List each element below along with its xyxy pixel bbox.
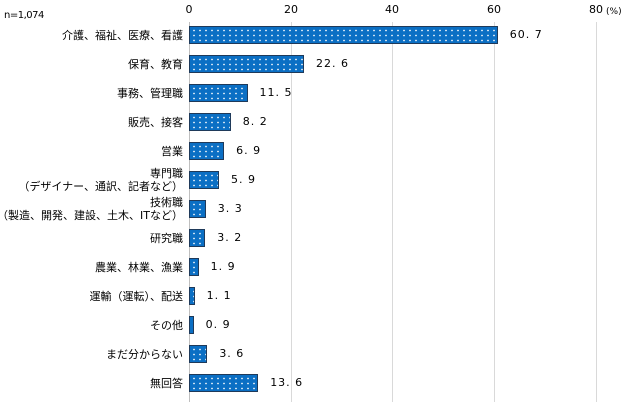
bar — [189, 287, 195, 305]
category-label-line: 農業、林業、漁業 — [95, 260, 183, 274]
value-label: 1. 9 — [210, 260, 236, 273]
bar — [189, 200, 206, 218]
category-label-line: 営業 — [161, 144, 183, 158]
value-label: 8. 2 — [242, 115, 268, 128]
category-label: 保育、教育 — [128, 58, 183, 71]
x-tick: 60 — [487, 3, 501, 16]
category-label: 介護、福祉、医療、看護 — [62, 29, 183, 42]
value-label: 13. 6 — [270, 376, 304, 389]
bar-row: 農業、林業、漁業 1. 9 — [0, 253, 630, 282]
bar-row: 技術職 （製造、開発、建設、土木、ITなど） 3. 3 — [0, 195, 630, 224]
x-tick: 20 — [284, 3, 298, 16]
bar-row: 運輸（運転）、配送 1. 1 — [0, 282, 630, 311]
category-label-line: （製造、開発、建設、土木、ITなど） — [0, 209, 183, 222]
category-label-line: 無回答 — [150, 376, 183, 390]
bar-row: 事務、管理職 11. 5 — [0, 79, 630, 108]
bar-row: 無回答 13. 6 — [0, 369, 630, 398]
x-tick: 40 — [385, 3, 399, 16]
bar-row: その他 0. 9 — [0, 311, 630, 340]
bar-row: 営業 6. 9 — [0, 137, 630, 166]
category-label-line: 技術職 — [150, 196, 183, 209]
bar-row: 介護、福祉、医療、看護 60. 7 — [0, 21, 630, 50]
category-label: 無回答 — [150, 377, 183, 390]
bar — [189, 345, 208, 363]
bar-row: まだ分からない 3. 6 — [0, 340, 630, 369]
category-label: 技術職 （製造、開発、建設、土木、ITなど） — [0, 196, 183, 222]
gridline — [494, 22, 495, 402]
bar — [189, 113, 231, 131]
bar-row: 保育、教育 22. 6 — [0, 50, 630, 79]
category-label-line: 事務、管理職 — [117, 86, 183, 100]
value-label: 5. 9 — [231, 173, 257, 186]
category-label-line: 研究職 — [150, 231, 183, 245]
bar — [189, 229, 206, 247]
category-label: 事務、管理職 — [117, 87, 183, 100]
bar — [189, 258, 199, 276]
value-label: 11. 5 — [259, 86, 293, 99]
value-label: 22. 6 — [315, 57, 349, 70]
bar — [189, 374, 259, 392]
value-label: 3. 6 — [219, 347, 245, 360]
category-label-line: 運輸（運転）、配送 — [89, 289, 184, 303]
value-label: 3. 2 — [217, 231, 243, 244]
category-label-line: その他 — [150, 318, 183, 332]
bar — [189, 26, 498, 44]
value-label: 6. 9 — [236, 144, 262, 157]
category-label: まだ分からない — [106, 348, 183, 361]
category-label-line: 専門職 — [150, 167, 183, 180]
value-label: 60. 7 — [509, 28, 543, 41]
value-label: 3. 3 — [217, 202, 243, 215]
bar — [189, 142, 225, 160]
category-label: 研究職 — [150, 232, 183, 245]
value-label: 0. 9 — [205, 318, 231, 331]
sample-size-label: n=1,074 — [4, 10, 44, 21]
category-label: 運輸（運転）、配送 — [90, 290, 184, 303]
gridline — [596, 22, 597, 402]
category-label: 専門職 （デザイナー、通訳、記者など） — [18, 167, 183, 193]
value-label: 1. 1 — [206, 289, 232, 302]
bar-row: 販売、接客 8. 2 — [0, 108, 630, 137]
x-tick: 0 — [185, 3, 193, 16]
category-label-line: 介護、福祉、医療、看護 — [62, 28, 183, 42]
bar — [189, 171, 220, 189]
category-label: その他 — [150, 319, 183, 332]
category-label-line: 保育、教育 — [128, 57, 183, 71]
unit-label: (%) — [606, 7, 622, 17]
category-label-line: 販売、接客 — [128, 115, 183, 129]
bar-row: 研究職 3. 2 — [0, 224, 630, 253]
bar — [189, 316, 194, 334]
category-label: 販売、接客 — [128, 116, 183, 129]
gridline — [392, 22, 393, 402]
category-label-line: （デザイナー、通訳、記者など） — [18, 180, 183, 193]
bar-row: 専門職 （デザイナー、通訳、記者など） 5. 9 — [0, 166, 630, 195]
category-label: 営業 — [161, 145, 183, 158]
gridline — [291, 22, 292, 402]
category-label-line: まだ分からない — [106, 347, 183, 361]
x-tick: 80 — [589, 3, 603, 16]
bar — [189, 84, 248, 102]
bar — [189, 55, 304, 73]
category-label: 農業、林業、漁業 — [95, 261, 183, 274]
